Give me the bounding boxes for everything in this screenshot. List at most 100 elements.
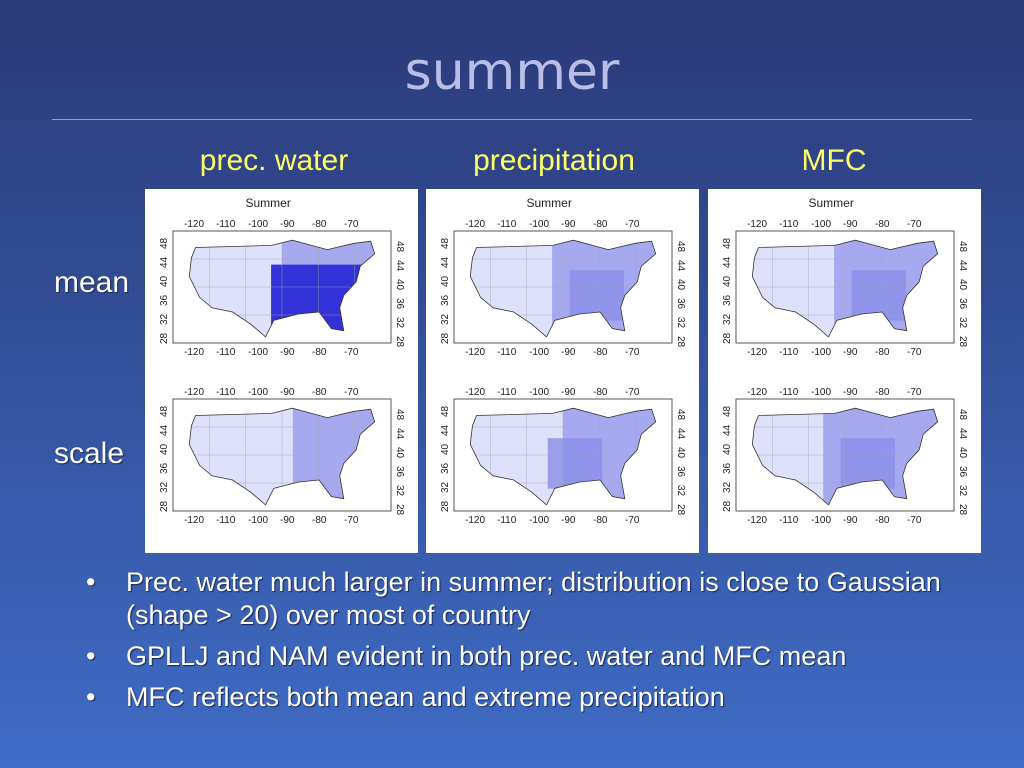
lon-tick-label: -120 — [465, 219, 485, 230]
map-figure: -120 -120 -110 -110 -100 -100 -90 -90 -80 -80 -70 -… — [440, 387, 686, 526]
panel-title: Summer — [246, 196, 291, 210]
lon-tick-label: -110 — [216, 347, 236, 358]
lat-tick-label: 32 — [440, 481, 451, 493]
lat-tick-label: 40 — [722, 443, 733, 455]
lon-tick-label: -80 — [875, 387, 890, 398]
lon-tick-label: -80 — [875, 347, 890, 358]
lon-tick-label: -70 — [907, 219, 922, 230]
lon-tick-label: -100 — [248, 515, 268, 526]
lon-tick-label: -80 — [593, 387, 608, 398]
lat-tick-label: 40 — [675, 447, 686, 459]
lat-tick-label: 40 — [394, 447, 405, 459]
lat-tick-label: 28 — [394, 336, 405, 348]
lat-tick-label: 48 — [675, 409, 686, 421]
lon-tick-label: -110 — [216, 515, 236, 526]
lat-tick-label: 36 — [957, 298, 968, 310]
lon-tick-label: -100 — [529, 347, 549, 358]
lat-tick-label: 28 — [675, 336, 686, 348]
lon-tick-label: -120 — [747, 387, 767, 398]
lon-tick-label: -100 — [529, 219, 549, 230]
row-label-mean: mean — [54, 266, 130, 299]
lat-tick-label: 28 — [722, 500, 733, 512]
lon-tick-label: -70 — [625, 387, 640, 398]
lon-tick-label: -70 — [344, 387, 359, 398]
bullet-marker: • — [86, 567, 96, 597]
lon-tick-label: -90 — [561, 219, 576, 230]
lon-tick-label: -120 — [747, 347, 767, 358]
lon-tick-label: -120 — [184, 515, 204, 526]
lon-tick-label: -70 — [625, 515, 640, 526]
lat-tick-label: 36 — [722, 462, 733, 474]
lon-tick-label: -110 — [216, 387, 236, 398]
lon-tick-label: -110 — [497, 219, 517, 230]
lat-tick-label: 40 — [440, 275, 451, 287]
map-panel-precwater-mean: Summer -120 -120 -110 -110 -100 -100 -90 -90 -80 -… — [145, 189, 418, 361]
lon-tick-label: -80 — [312, 219, 327, 230]
lat-tick-label: 48 — [722, 237, 733, 249]
lon-tick-label: -80 — [875, 219, 890, 230]
lat-tick-label: 32 — [440, 313, 451, 325]
lat-tick-label: 44 — [722, 256, 733, 268]
lat-tick-label: 28 — [159, 332, 170, 344]
bullet-text: MFC reflects both mean and extreme preci… — [126, 682, 725, 712]
lat-tick-label: 32 — [159, 481, 170, 493]
map-panel-mfc-scale: -120 -120 -110 -110 -100 -100 -90 -90 -80 -80 -70 -… — [708, 361, 981, 553]
lon-tick-label: -100 — [248, 219, 268, 230]
map-panel-precipitation-scale: -120 -120 -110 -110 -100 -100 -90 -90 -80 -80 -70 -… — [426, 361, 699, 553]
lat-tick-label: 48 — [159, 237, 170, 249]
title-divider — [52, 119, 972, 120]
lat-tick-label: 28 — [440, 332, 451, 344]
lon-tick-label: -90 — [280, 347, 295, 358]
lat-tick-label: 40 — [440, 443, 451, 455]
lon-tick-label: -80 — [312, 515, 327, 526]
lon-tick-label: -100 — [811, 387, 831, 398]
lat-tick-label: 32 — [957, 317, 968, 329]
lat-tick-label: 44 — [440, 424, 451, 436]
lat-tick-label: 36 — [394, 298, 405, 310]
lon-tick-label: -90 — [280, 219, 295, 230]
lon-tick-label: -80 — [312, 347, 327, 358]
lat-tick-label: 48 — [440, 237, 451, 249]
lat-tick-label: 32 — [675, 317, 686, 329]
lon-tick-label: -120 — [747, 219, 767, 230]
lon-tick-label: -70 — [344, 515, 359, 526]
lon-tick-label: -90 — [843, 219, 858, 230]
lat-tick-label: 40 — [957, 279, 968, 291]
lat-tick-label: 44 — [440, 256, 451, 268]
lon-tick-label: -100 — [529, 515, 549, 526]
lat-tick-label: 40 — [159, 443, 170, 455]
lat-tick-label: 28 — [722, 332, 733, 344]
column-header-prec-water: prec. water — [199, 144, 349, 177]
map-panel-mfc-mean: Summer -120 -120 -110 -110 -100 -100 -90 -90 -80 -… — [708, 189, 981, 361]
lat-tick-label: 36 — [675, 298, 686, 310]
lat-tick-label: 48 — [394, 241, 405, 253]
lat-tick-label: 36 — [722, 294, 733, 306]
lat-tick-label: 28 — [957, 336, 968, 348]
shading-region — [547, 438, 603, 489]
lat-tick-label: 48 — [440, 405, 451, 417]
lat-tick-label: 40 — [394, 279, 405, 291]
map-figure: Summer -120 -120 -110 -110 -100 -100 -90 -90 -80 -… — [722, 196, 968, 358]
bullet-marker: • — [86, 641, 96, 671]
column-header-mfc: MFC — [801, 144, 867, 177]
lat-tick-label: 36 — [159, 462, 170, 474]
slide-title: summer — [404, 42, 620, 102]
lat-tick-label: 32 — [722, 481, 733, 493]
lat-tick-label: 32 — [675, 485, 686, 497]
lat-tick-label: 28 — [440, 500, 451, 512]
lon-tick-label: -70 — [625, 347, 640, 358]
shading-region — [840, 438, 896, 489]
lat-tick-label: 48 — [394, 409, 405, 421]
lat-tick-label: 44 — [159, 256, 170, 268]
row-label-scale: scale — [54, 437, 125, 470]
lat-tick-label: 48 — [957, 409, 968, 421]
lat-tick-label: 36 — [159, 294, 170, 306]
lat-tick-label: 44 — [957, 260, 968, 272]
lon-tick-label: -110 — [779, 387, 799, 398]
lat-tick-label: 36 — [957, 466, 968, 478]
map-panel-precwater-scale: -120 -120 -110 -110 -100 -100 -90 -90 -80 -80 -70 -… — [145, 361, 418, 553]
map-outline — [469, 407, 657, 506]
map-outline — [188, 407, 376, 506]
lon-tick-label: -110 — [779, 515, 799, 526]
lon-tick-label: -110 — [216, 219, 236, 230]
